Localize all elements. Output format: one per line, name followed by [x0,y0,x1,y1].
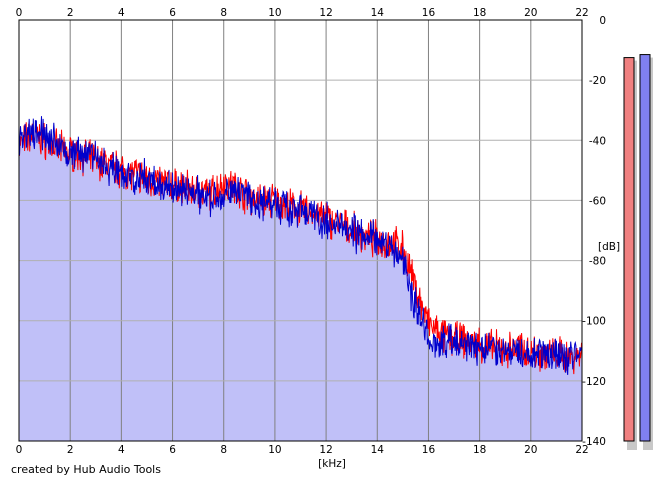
series-lines [18,116,583,375]
x-tick-label-top: 0 [16,7,23,19]
x-tick-label-bottom: 18 [473,444,486,456]
x-tick-label-bottom: 14 [371,444,385,456]
spectrum-fill-area [19,116,582,441]
x-tick-label-top: 12 [319,7,332,19]
x-tick-label-top: 18 [473,7,486,19]
x-tick-label-bottom: 6 [169,444,176,456]
x-tick-label-bottom: 10 [268,444,281,456]
y-ticks-right: 0 -20 -40 -60 -80 -100 -120 -140 [582,15,606,448]
x-tick-label-top: 10 [268,7,281,19]
spectrum-fill [19,116,582,441]
x-tick-label-bottom: 20 [524,444,537,456]
x-tick-label-top: 4 [118,7,125,19]
x-tick-label-top: 8 [220,7,227,19]
x-tick-label-top: 20 [524,7,537,19]
x-tick-label-bottom: 8 [220,444,227,456]
x-tick-label-bottom: 4 [118,444,125,456]
y-tick-label: -80 [589,256,606,268]
level-meters [623,54,653,450]
y-tick-label: -20 [589,75,606,87]
x-axis-label: [kHz] [318,458,346,470]
y-tick-label: -120 [582,376,606,388]
x-tick-label-bottom: 0 [16,444,23,456]
x-tick-label-bottom: 12 [319,444,332,456]
series-line [18,116,583,375]
y-tick-label: 0 [599,15,606,27]
y-tick-label: -100 [582,316,606,328]
grid [19,20,582,441]
plot-border [18,19,583,442]
x-tick-label-bottom: 2 [67,444,74,456]
y-tick-label: -60 [589,195,606,207]
x-ticks-bottom: 0 2 4 6 8 10 12 14 16 18 20 22 [16,444,589,456]
x-tick-label-bottom: 22 [575,444,588,456]
y-axis-label: [dB] [598,241,620,253]
x-tick-label-bottom: 16 [422,444,436,456]
y-tick-label: -40 [589,135,606,147]
x-tick-label-top: 22 [575,7,588,19]
x-tick-label-top: 14 [371,7,385,19]
level-meter-bar [639,54,651,442]
y-tick-label: -140 [582,436,606,448]
x-tick-label-top: 16 [422,7,436,19]
x-tick-label-top: 6 [169,7,176,19]
x-ticks-top: 0 2 4 6 8 10 12 14 16 18 20 22 [16,7,589,19]
level-meter-bar [623,57,635,442]
credit-text: created by Hub Audio Tools [11,463,161,476]
x-tick-label-top: 2 [67,7,74,19]
